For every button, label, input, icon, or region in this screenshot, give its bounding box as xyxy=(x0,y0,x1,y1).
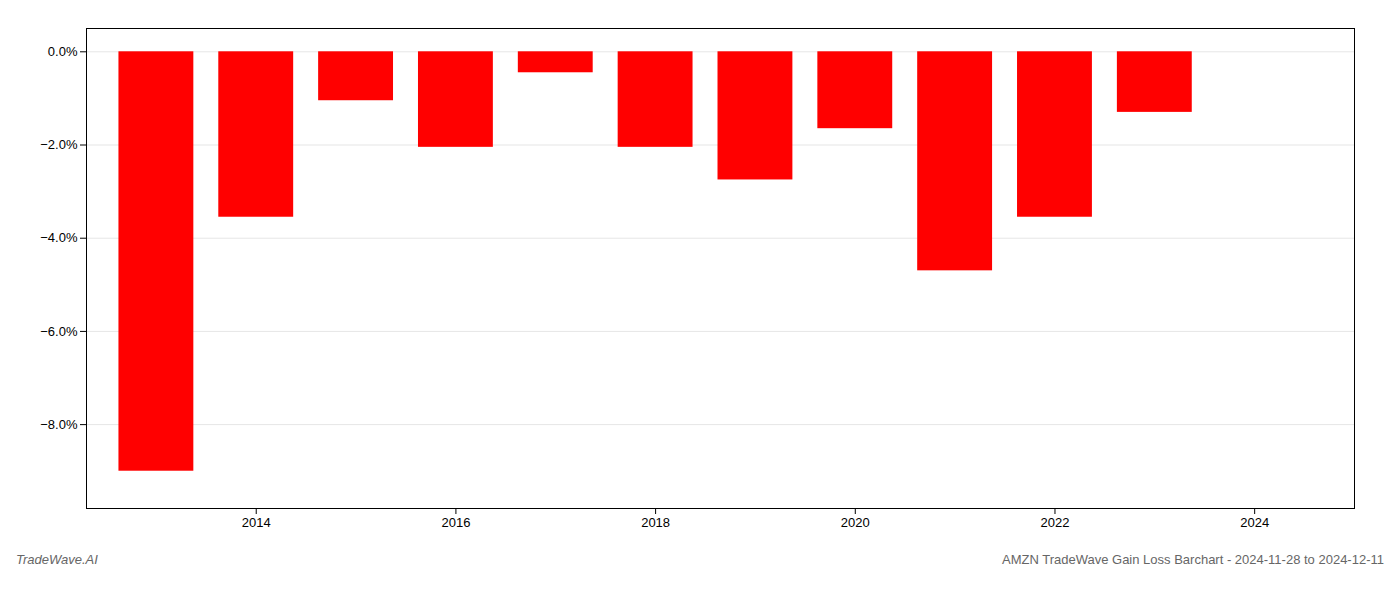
svg-text:0.0%: 0.0% xyxy=(48,44,78,59)
svg-text:2018: 2018 xyxy=(641,515,670,530)
html-text:TradeWave.AI: TradeWave.AI xyxy=(16,552,98,567)
svg-text:2014: 2014 xyxy=(242,515,271,530)
svg-text:2022: 2022 xyxy=(1041,515,1070,530)
html-text:AMZN TradeWave Gain Loss Barch: AMZN TradeWave Gain Loss Barchart - 2024… xyxy=(1002,552,1384,567)
svg-text:2024: 2024 xyxy=(1240,515,1269,530)
svg-text:2020: 2020 xyxy=(841,515,870,530)
svg-text:−4.0%: −4.0% xyxy=(40,230,78,245)
svg-text:2016: 2016 xyxy=(441,515,470,530)
svg-text:−6.0%: −6.0% xyxy=(40,324,78,339)
svg-text:−8.0%: −8.0% xyxy=(40,417,78,432)
svg-text:−2.0%: −2.0% xyxy=(40,137,78,152)
